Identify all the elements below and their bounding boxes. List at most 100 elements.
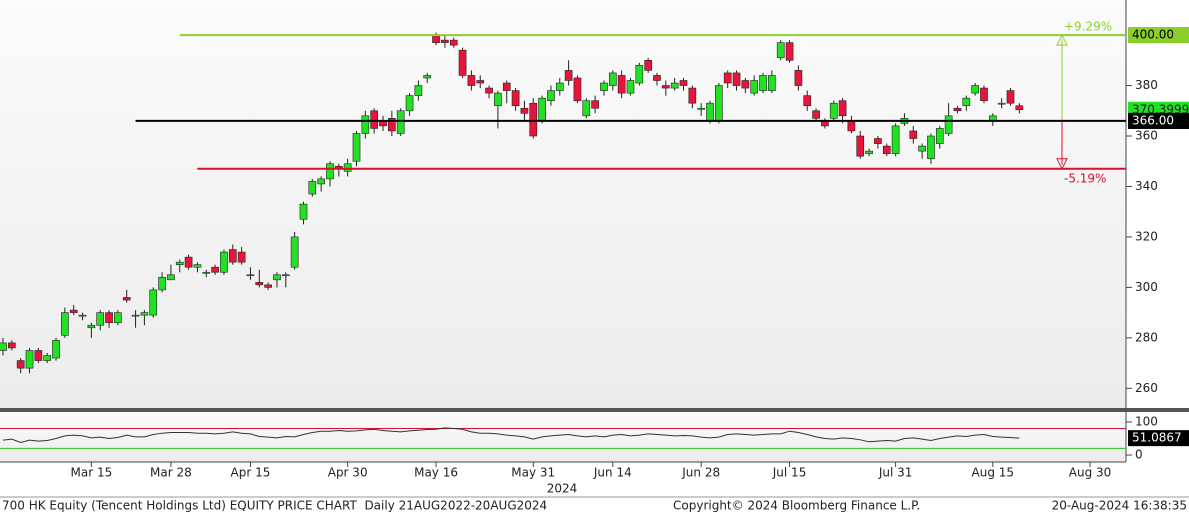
candle-body (361, 115, 370, 134)
x-tick-label: Jun 14 (593, 466, 632, 480)
candle-body (281, 274, 290, 277)
candle-body (184, 256, 193, 268)
candle-body (706, 102, 714, 122)
candle-body (1015, 105, 1024, 111)
candle-body (829, 102, 838, 119)
candle-body (679, 80, 688, 86)
candle-body (838, 100, 847, 117)
candle-body (670, 82, 679, 89)
year-label: 2024 (547, 482, 578, 496)
x-tick-label: Jun 28 (681, 466, 720, 480)
candle-body (25, 350, 34, 369)
arrow-head (1056, 158, 1068, 170)
candle-body (467, 75, 476, 86)
y-tick-label: 100 (1135, 414, 1158, 428)
candle-body (61, 312, 69, 336)
candle-body (290, 236, 299, 268)
candle-body (768, 75, 776, 91)
candle-body (812, 110, 820, 119)
candle-body (193, 264, 202, 268)
candle-body (573, 77, 582, 101)
candle-body (715, 85, 723, 122)
candle-body (617, 75, 626, 94)
x-tick-label: Apr 15 (231, 466, 271, 480)
x-tick-label: May 31 (511, 466, 555, 480)
y-tick-label: 380 (1135, 78, 1158, 92)
last-value-label: 51.0867 (1132, 431, 1182, 445)
candle-body (423, 75, 432, 79)
plot-background (0, 412, 1126, 462)
y-tick-label: 340 (1135, 179, 1158, 193)
candle-body (882, 145, 891, 154)
candle-body (688, 87, 697, 104)
candle-body (441, 39, 449, 43)
candle-body (396, 110, 405, 134)
candle-body (971, 85, 979, 94)
candle-body (167, 274, 175, 281)
last-price-label: 370.3999 (1132, 102, 1189, 116)
candle-body (52, 340, 60, 359)
candle-body (582, 100, 591, 117)
x-tick-label: Jul 31 (878, 466, 913, 480)
footer-timestamp: 20-Aug-2024 16:38:35 (1052, 499, 1187, 513)
candle-body (211, 266, 219, 273)
candle-body (980, 87, 988, 101)
candle-body (520, 107, 529, 114)
candle-body (414, 85, 423, 96)
candle-body (997, 102, 1006, 105)
candle-body (105, 312, 113, 324)
x-tick-label: Aug 30 (1069, 466, 1112, 480)
candle-body (326, 163, 334, 180)
candle-body (661, 85, 670, 89)
candle-body (856, 135, 865, 157)
candle-body (626, 80, 635, 94)
y-tick-label: 280 (1135, 330, 1158, 344)
candle-body (644, 60, 652, 71)
candle-body (317, 178, 325, 185)
candle-body (69, 309, 78, 313)
candle-body (16, 360, 25, 369)
candle-body (264, 284, 272, 288)
candle-body (87, 324, 96, 329)
candle-body (449, 39, 458, 46)
candle-body (131, 314, 140, 317)
candle-body (388, 118, 396, 132)
candle-body (202, 271, 211, 274)
candle-body (78, 314, 87, 317)
candle-body (502, 82, 511, 91)
candle-body (591, 100, 599, 109)
level-annotation: +9.29% (1064, 20, 1112, 34)
candle-body (794, 70, 803, 86)
candle-body (891, 125, 900, 154)
x-tick-label: Aug 15 (972, 466, 1015, 480)
candle-body (273, 274, 281, 281)
candle-body (175, 261, 184, 265)
candle-body (511, 90, 520, 107)
candle-body (847, 120, 856, 132)
candle-body (405, 95, 414, 112)
candle-body (962, 97, 971, 107)
y-tick-label: 300 (1135, 280, 1158, 294)
candle-body (8, 342, 16, 349)
candle-body (140, 312, 149, 316)
x-tick-label: Jul 15 (772, 466, 807, 480)
last-value-box (1128, 430, 1189, 447)
x-tick-label: Apr 30 (328, 466, 368, 480)
footer-copyright: Copyright© 2024 Bloomberg Finance L.P. (673, 499, 920, 513)
candle-body (750, 80, 759, 94)
candle-body (352, 133, 361, 162)
level-annotation: -5.19% (1064, 171, 1106, 185)
arrow-head (1056, 33, 1068, 46)
y-tick-label: 260 (1135, 381, 1158, 395)
level-label: 366.00 (1132, 113, 1174, 127)
candle-body (432, 34, 440, 43)
level-label-box (1128, 112, 1189, 129)
candle-body (803, 95, 812, 107)
candle-body (228, 249, 237, 263)
candle-body (149, 289, 158, 316)
candle-body (944, 115, 953, 134)
x-tick-label: May 16 (414, 466, 458, 480)
panel-divider (0, 408, 1189, 412)
candle-body (785, 42, 794, 61)
